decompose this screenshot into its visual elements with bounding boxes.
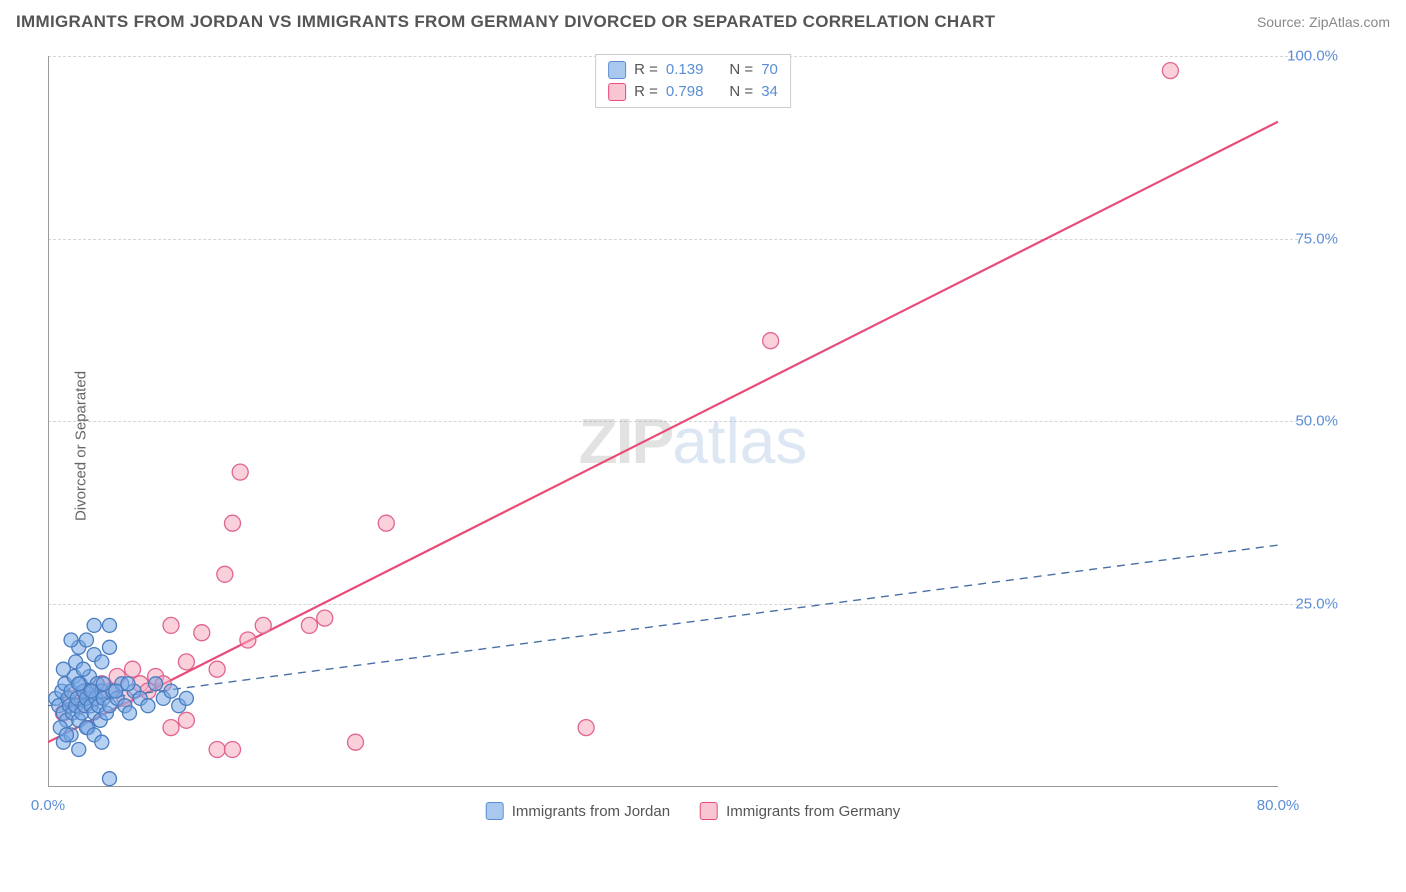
data-point-jordan	[76, 662, 90, 676]
data-point-germany	[125, 661, 141, 677]
data-point-germany	[240, 632, 256, 648]
data-point-germany	[163, 617, 179, 633]
data-point-jordan	[103, 772, 117, 786]
data-point-germany	[209, 661, 225, 677]
data-point-jordan	[56, 662, 70, 676]
data-point-germany	[178, 654, 194, 670]
r-value-jordan: 0.139	[666, 59, 704, 81]
data-point-jordan	[87, 618, 101, 632]
data-point-jordan	[72, 677, 86, 691]
data-point-germany	[378, 515, 394, 531]
data-point-germany	[763, 333, 779, 349]
trend-line-germany	[48, 122, 1278, 743]
n-label: N =	[729, 59, 753, 81]
data-point-germany	[301, 617, 317, 633]
data-point-germany	[232, 464, 248, 480]
plot-area: ZIPatlas R = 0.139 N = 70 R = 0.798 N = …	[48, 56, 1338, 826]
data-point-jordan	[95, 655, 109, 669]
r-value-germany: 0.798	[666, 81, 704, 103]
data-point-jordan	[141, 699, 155, 713]
r-label: R =	[634, 81, 658, 103]
swatch-germany	[700, 802, 718, 820]
data-point-germany	[578, 720, 594, 736]
swatch-jordan	[486, 802, 504, 820]
r-label: R =	[634, 59, 658, 81]
data-point-germany	[225, 742, 241, 758]
data-point-jordan	[96, 677, 110, 691]
data-point-germany	[178, 712, 194, 728]
bottom-legend: Immigrants from Jordan Immigrants from G…	[486, 802, 901, 820]
data-point-jordan	[122, 706, 136, 720]
data-point-germany	[1162, 63, 1178, 79]
chart-svg	[48, 56, 1338, 826]
data-point-jordan	[95, 735, 109, 749]
data-point-germany	[209, 742, 225, 758]
data-point-jordan	[79, 633, 93, 647]
data-point-jordan	[121, 677, 135, 691]
legend-label-germany: Immigrants from Germany	[726, 803, 900, 820]
data-point-jordan	[103, 618, 117, 632]
legend-item-jordan: Immigrants from Jordan	[486, 802, 670, 820]
data-point-germany	[317, 610, 333, 626]
data-point-jordan	[72, 743, 86, 757]
stats-row-jordan: R = 0.139 N = 70	[608, 59, 778, 81]
chart-header: IMMIGRANTS FROM JORDAN VS IMMIGRANTS FRO…	[0, 0, 1406, 44]
data-point-jordan	[59, 728, 73, 742]
swatch-germany	[608, 83, 626, 101]
trend-line-jordan	[48, 545, 1278, 706]
data-point-germany	[163, 720, 179, 736]
n-value-jordan: 70	[761, 59, 778, 81]
legend-item-germany: Immigrants from Germany	[700, 802, 900, 820]
legend-label-jordan: Immigrants from Jordan	[512, 803, 670, 820]
data-point-germany	[217, 566, 233, 582]
chart-title: IMMIGRANTS FROM JORDAN VS IMMIGRANTS FRO…	[16, 12, 995, 32]
data-point-germany	[255, 617, 271, 633]
n-label: N =	[729, 81, 753, 103]
data-point-germany	[194, 625, 210, 641]
data-point-jordan	[149, 677, 163, 691]
data-point-jordan	[109, 684, 123, 698]
data-point-germany	[348, 734, 364, 750]
stats-legend: R = 0.139 N = 70 R = 0.798 N = 34	[595, 54, 791, 108]
swatch-jordan	[608, 61, 626, 79]
data-point-jordan	[164, 684, 178, 698]
n-value-germany: 34	[761, 81, 778, 103]
chart-source: Source: ZipAtlas.com	[1257, 14, 1390, 30]
data-point-germany	[225, 515, 241, 531]
data-point-jordan	[103, 640, 117, 654]
data-point-jordan	[179, 691, 193, 705]
data-point-jordan	[64, 633, 78, 647]
data-point-jordan	[84, 684, 98, 698]
stats-row-germany: R = 0.798 N = 34	[608, 81, 778, 103]
